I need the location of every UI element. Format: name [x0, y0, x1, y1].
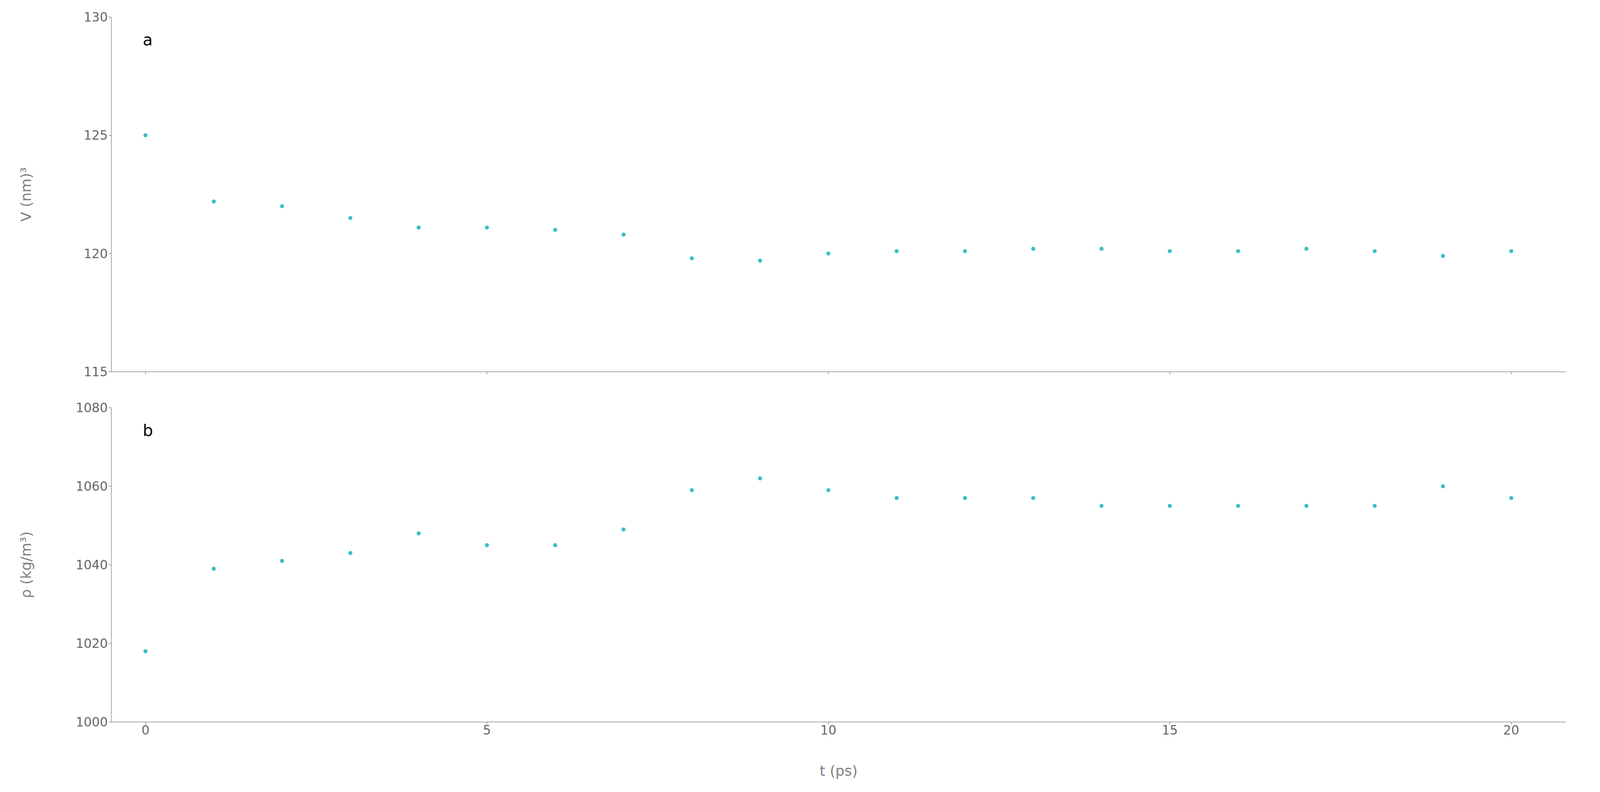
- svg-text:130: 130: [83, 9, 108, 25]
- svg-text:1080: 1080: [75, 400, 108, 416]
- svg-text:t (ps): t (ps): [819, 762, 858, 780]
- svg-text:10: 10: [820, 722, 837, 738]
- svg-text:120: 120: [83, 246, 108, 262]
- svg-text:20: 20: [1503, 722, 1520, 738]
- svg-text:125: 125: [83, 127, 108, 143]
- html-text:b: b: [142, 421, 154, 440]
- svg-text:1040: 1040: [75, 557, 108, 573]
- svg-text:15: 15: [1161, 722, 1179, 738]
- svg-text:ρ (kg/m³): ρ (kg/m³): [17, 531, 35, 598]
- svg-text:V (nm)³: V (nm)³: [17, 167, 35, 222]
- html-text:a: a: [142, 30, 153, 49]
- svg-text:0: 0: [141, 722, 150, 738]
- svg-text:1000: 1000: [75, 714, 108, 730]
- svg-text:115: 115: [83, 364, 108, 380]
- svg-text:1020: 1020: [75, 636, 108, 651]
- svg-text:5: 5: [483, 722, 492, 738]
- svg-text:1060: 1060: [75, 479, 108, 494]
